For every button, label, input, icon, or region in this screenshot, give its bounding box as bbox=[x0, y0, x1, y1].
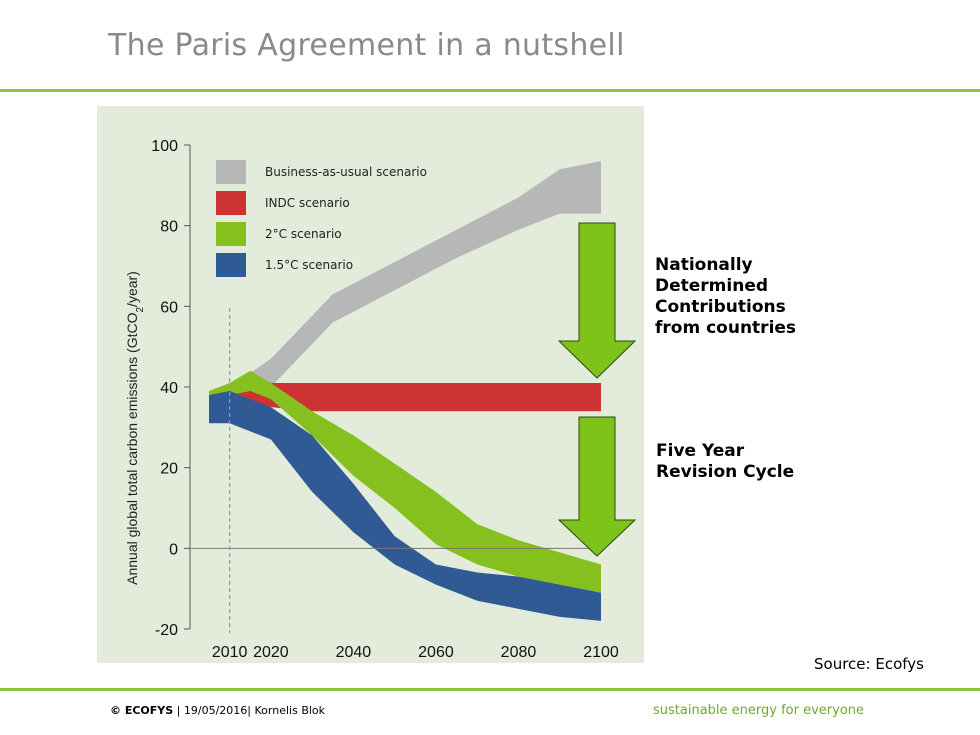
x-tick-label: 2060 bbox=[418, 644, 454, 661]
y-tick-label: 40 bbox=[160, 380, 178, 397]
y-tick-label: 80 bbox=[160, 219, 178, 236]
footer-credits: © ECOFYS | 19/05/2016| Kornelis Blok bbox=[110, 704, 325, 717]
series-band-2 bbox=[209, 370, 601, 593]
source-note: Source: Ecofys bbox=[814, 655, 924, 673]
x-tick-label: 2080 bbox=[501, 644, 537, 661]
series-band-3 bbox=[209, 391, 601, 621]
revision-arrow bbox=[557, 416, 637, 557]
legend-label-0: Business-as-usual scenario bbox=[265, 165, 427, 179]
series-band-1 bbox=[209, 382, 601, 412]
x-tick-label: 2010 bbox=[212, 644, 248, 661]
annotation-ndc: Nationally Determined Contributions from… bbox=[655, 255, 797, 338]
legend-swatch-0 bbox=[216, 160, 246, 184]
legend-swatch-2 bbox=[216, 222, 246, 246]
footer-separator: | bbox=[247, 704, 252, 717]
y-axis-label: Annual global total carbon emissions (Gt… bbox=[124, 271, 146, 585]
series-band-0 bbox=[229, 161, 601, 396]
slide-title: The Paris Agreement in a nutshell bbox=[108, 28, 625, 63]
footer-copyright: © ECOFYS bbox=[110, 704, 174, 717]
annotation-revision-cycle: Five Year Revision Cycle bbox=[656, 441, 795, 482]
legend-label-1: INDC scenario bbox=[265, 196, 350, 210]
legend-swatch-1 bbox=[216, 191, 246, 215]
y-tick-label: 60 bbox=[160, 299, 178, 316]
footer-tagline: sustainable energy for everyone bbox=[653, 703, 865, 718]
footer-divider bbox=[0, 688, 980, 691]
legend-label-3: 1.5°C scenario bbox=[265, 258, 353, 272]
x-tick-label: 2020 bbox=[253, 644, 289, 661]
title-divider bbox=[0, 89, 980, 92]
x-tick-label: 2040 bbox=[336, 644, 372, 661]
y-tick-label: 100 bbox=[151, 138, 178, 155]
y-tick-label: 0 bbox=[169, 541, 178, 558]
y-tick-label: 20 bbox=[160, 461, 178, 478]
y-tick-label: -20 bbox=[155, 622, 178, 639]
ndc-arrow bbox=[557, 222, 637, 379]
x-tick-label: 2100 bbox=[583, 644, 619, 661]
footer-separator: | bbox=[176, 704, 181, 717]
footer-date: 19/05/2016 bbox=[183, 704, 248, 717]
legend-label-2: 2°C scenario bbox=[265, 227, 342, 241]
legend-swatch-3 bbox=[216, 253, 246, 277]
footer-author: Kornelis Blok bbox=[254, 704, 326, 717]
